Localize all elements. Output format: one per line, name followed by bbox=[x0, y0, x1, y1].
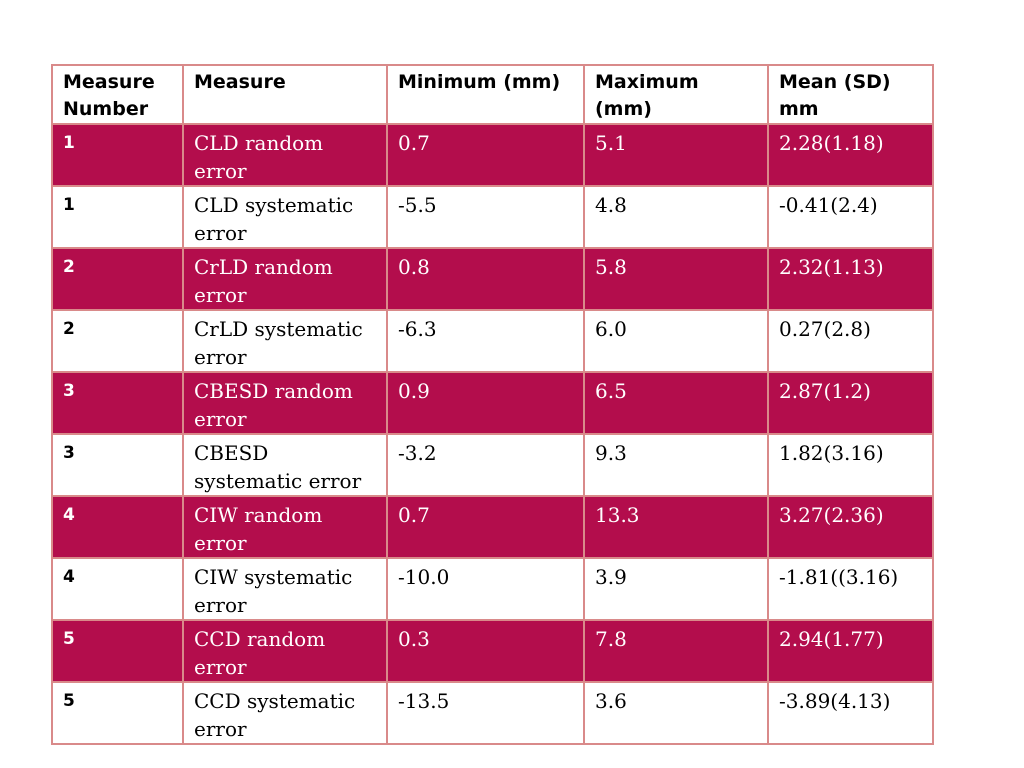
header-mean-sd: Mean (SD) mm bbox=[767, 64, 934, 125]
cell-minimum: -13.5 bbox=[386, 681, 585, 745]
cell-measure-number: 4 bbox=[51, 557, 184, 621]
cell-measure-number: 1 bbox=[51, 123, 184, 187]
cell-measure: CBESD random error bbox=[182, 371, 388, 435]
cell-measure: CCD systematic error bbox=[182, 681, 388, 745]
cell-measure: CIW systematic error bbox=[182, 557, 388, 621]
cell-maximum: 5.1 bbox=[583, 123, 769, 187]
cell-maximum: 3.9 bbox=[583, 557, 769, 621]
table-row: 5 CCD systematic error -13.5 3.6 -3.89(4.13) bbox=[51, 681, 934, 745]
cell-mean-sd: 1.82(3.16) bbox=[767, 433, 934, 497]
cell-mean-sd: 0.27(2.8) bbox=[767, 309, 934, 373]
cell-mean-sd: 2.32(1.13) bbox=[767, 247, 934, 311]
header-minimum: Minimum (mm) bbox=[386, 64, 585, 125]
cell-mean-sd: 3.27(2.36) bbox=[767, 495, 934, 559]
cell-minimum: 0.8 bbox=[386, 247, 585, 311]
cell-mean-sd: -1.81((3.16) bbox=[767, 557, 934, 621]
header-measure-number: Measure Number bbox=[51, 64, 184, 125]
cell-mean-sd: -0.41(2.4) bbox=[767, 185, 934, 249]
cell-maximum: 5.8 bbox=[583, 247, 769, 311]
header-maximum: Maximum (mm) bbox=[583, 64, 769, 125]
cell-minimum: 0.7 bbox=[386, 123, 585, 187]
cell-measure: CrLD random error bbox=[182, 247, 388, 311]
cell-measure-number: 3 bbox=[51, 433, 184, 497]
cell-maximum: 9.3 bbox=[583, 433, 769, 497]
cell-minimum: -6.3 bbox=[386, 309, 585, 373]
header-row: Measure Number Measure Minimum (mm) Maxi… bbox=[51, 64, 934, 125]
cell-measure: CLD systematic error bbox=[182, 185, 388, 249]
cell-measure: CBESD systematic error bbox=[182, 433, 388, 497]
cell-measure-number: 2 bbox=[51, 247, 184, 311]
table-row: 4 CIW random error 0.7 13.3 3.27(2.36) bbox=[51, 495, 934, 559]
cell-mean-sd: 2.87(1.2) bbox=[767, 371, 934, 435]
cell-measure-number: 5 bbox=[51, 619, 184, 683]
cell-mean-sd: 2.94(1.77) bbox=[767, 619, 934, 683]
cell-mean-sd: 2.28(1.18) bbox=[767, 123, 934, 187]
cell-minimum: -3.2 bbox=[386, 433, 585, 497]
table-row: 2 CrLD random error 0.8 5.8 2.32(1.13) bbox=[51, 247, 934, 311]
cell-maximum: 6.0 bbox=[583, 309, 769, 373]
cell-measure-number: 1 bbox=[51, 185, 184, 249]
cell-maximum: 7.8 bbox=[583, 619, 769, 683]
cell-measure-number: 5 bbox=[51, 681, 184, 745]
cell-measure-number: 2 bbox=[51, 309, 184, 373]
header-measure: Measure bbox=[182, 64, 388, 125]
cell-minimum: 0.3 bbox=[386, 619, 585, 683]
cell-maximum: 13.3 bbox=[583, 495, 769, 559]
table-row: 1 CLD random error 0.7 5.1 2.28(1.18) bbox=[51, 123, 934, 187]
cell-minimum: 0.9 bbox=[386, 371, 585, 435]
cell-measure: CLD random error bbox=[182, 123, 388, 187]
table-row: 4 CIW systematic error -10.0 3.9 -1.81((3.16… bbox=[51, 557, 934, 621]
table-row: 3 CBESD random error 0.9 6.5 2.87(1.2) bbox=[51, 371, 934, 435]
cell-minimum: 0.7 bbox=[386, 495, 585, 559]
cell-measure: CrLD systematic error bbox=[182, 309, 388, 373]
cell-minimum: -5.5 bbox=[386, 185, 585, 249]
cell-measure-number: 3 bbox=[51, 371, 184, 435]
table-row: 1 CLD systematic error -5.5 4.8 -0.41(2.4) bbox=[51, 185, 934, 249]
cell-measure: CIW random error bbox=[182, 495, 388, 559]
cell-minimum: -10.0 bbox=[386, 557, 585, 621]
cell-measure-number: 4 bbox=[51, 495, 184, 559]
table-row: 5 CCD random error 0.3 7.8 2.94(1.77) bbox=[51, 619, 934, 683]
cell-mean-sd: -3.89(4.13) bbox=[767, 681, 934, 745]
table-row: 2 CrLD systematic error -6.3 6.0 0.27(2.8) bbox=[51, 309, 934, 373]
measurement-error-table: Measure Number Measure Minimum (mm) Maxi… bbox=[51, 64, 934, 745]
cell-measure: CCD random error bbox=[182, 619, 388, 683]
table-row: 3 CBESD systematic error -3.2 9.3 1.82(3.16) bbox=[51, 433, 934, 497]
cell-maximum: 4.8 bbox=[583, 185, 769, 249]
cell-maximum: 3.6 bbox=[583, 681, 769, 745]
cell-maximum: 6.5 bbox=[583, 371, 769, 435]
